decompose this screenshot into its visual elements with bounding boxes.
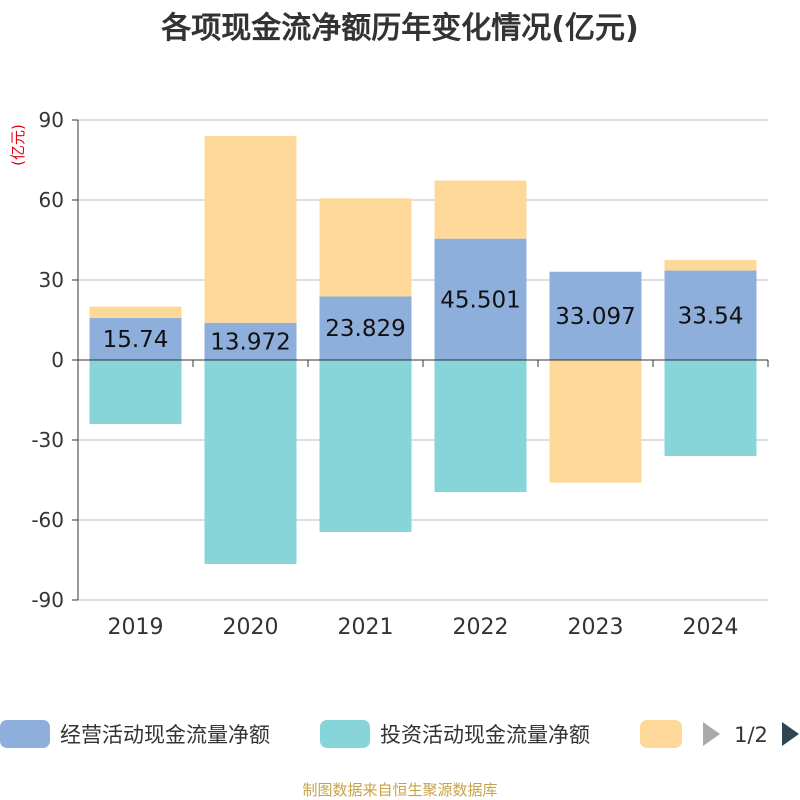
data-label: 15.74 [103, 327, 169, 353]
bar-operating [434, 238, 527, 360]
y-axis-unit: (亿元) [9, 124, 27, 166]
bar-investing [89, 360, 182, 424]
x-tick-label: 2020 [223, 615, 279, 640]
data-label: 33.54 [678, 303, 744, 329]
data-labels: 15.74 13.972 23.829 45.501 33.097 33.54 [103, 287, 744, 355]
bar-financing [204, 136, 297, 323]
data-label: 13.972 [210, 329, 290, 355]
bar-operating [204, 322, 297, 360]
grid-lines [78, 119, 768, 601]
bar-operating [664, 270, 757, 360]
x-axis-ticks: 2019 2020 2021 2022 2023 2024 [108, 615, 739, 640]
bar-investing [664, 360, 757, 456]
legend-label-operating[interactable]: 经营活动现金流量净额 [60, 723, 270, 747]
legend-page-indicator: 1/2 [734, 723, 768, 747]
bar-investing [434, 360, 527, 492]
y-tick-label: -90 [31, 588, 64, 612]
y-tick-label: 60 [39, 188, 64, 212]
bar-investing [204, 360, 297, 564]
legend-prev-page-icon[interactable] [703, 722, 720, 746]
legend-next-page-icon[interactable] [782, 722, 799, 746]
bar-investing [319, 360, 412, 532]
axes [77, 120, 769, 600]
legend-swatch-investing[interactable] [320, 720, 370, 748]
legend: 经营活动现金流量净额 投资活动现金流量净额 1/2 [0, 720, 799, 748]
legend-label-investing[interactable]: 投资活动现金流量净额 [380, 723, 590, 747]
x-tick-label: 2023 [568, 615, 624, 640]
data-label: 23.829 [325, 316, 405, 342]
data-label: 33.097 [555, 304, 635, 330]
y-tick-label: 0 [51, 348, 64, 372]
y-tick-label: -60 [31, 508, 64, 532]
y-tick-label: 30 [39, 268, 64, 292]
bar-financing [434, 180, 527, 239]
legend-swatch-financing[interactable] [640, 720, 682, 748]
bar-financing [664, 259, 757, 271]
bar-operating [319, 296, 412, 360]
bar-operating [89, 318, 182, 360]
y-tick-label: -30 [31, 428, 64, 452]
data-label: 45.501 [440, 287, 520, 313]
bar-marks [89, 136, 757, 564]
x-tick-label: 2019 [108, 615, 164, 640]
chart-title: 各项现金流净额历年变化情况(亿元) [160, 11, 638, 46]
bar-financing [319, 198, 412, 297]
y-axis-ticks: 90 60 30 0 -30 -60 -90 [31, 108, 78, 612]
data-source: 制图数据来自恒生聚源数据库 [302, 781, 497, 799]
x-tick-label: 2021 [338, 615, 394, 640]
bar-operating [549, 271, 642, 360]
bar-financing [89, 306, 182, 319]
x-tick-label: 2022 [453, 615, 509, 640]
y-tick-label: 90 [39, 108, 64, 132]
x-tick-label: 2024 [683, 615, 739, 640]
bar-financing [549, 360, 642, 483]
legend-swatch-operating[interactable] [0, 720, 50, 748]
